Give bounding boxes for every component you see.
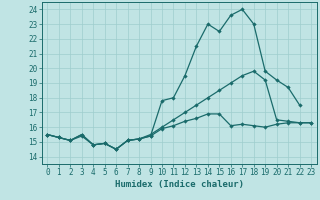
X-axis label: Humidex (Indice chaleur): Humidex (Indice chaleur) xyxy=(115,180,244,189)
